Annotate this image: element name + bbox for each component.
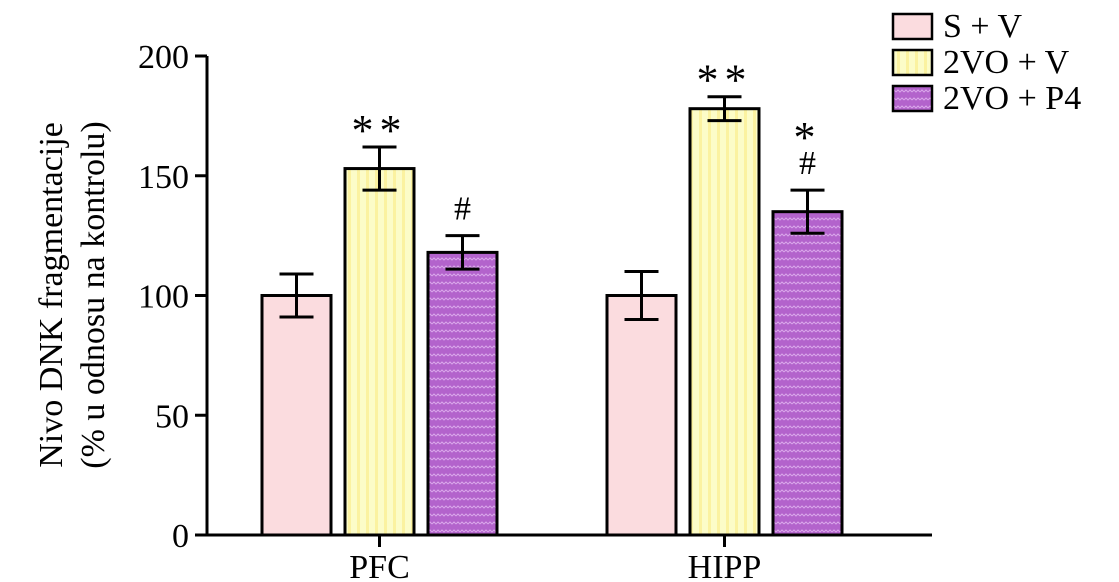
significance-annotation: ** [697,56,753,105]
x-axis: PFC HIPP [205,533,932,582]
significance-annotation: * [794,113,822,162]
legend-swatch [891,48,934,77]
bar [343,167,416,537]
y-tick-label: 0 [172,518,189,555]
error-bars-group [279,95,825,321]
error-bar [362,145,397,192]
significance-annotation: # [799,145,816,182]
legend-item: 2VO + P4 [891,80,1081,117]
legend-swatch [891,12,934,41]
x-tick-label: HIPP [688,549,762,582]
y-axis-label-line1: Nivo DNK fragmentacije [33,122,70,468]
legend-label: 2VO + V [943,44,1070,81]
bars-group [260,107,844,537]
legend-item: 2VO + V [891,44,1070,81]
y-axis: 0 50 100 150 200 [138,39,209,555]
error-bar [707,95,742,123]
y-tick-label: 50 [155,398,189,435]
annotations-group: **#***# [352,56,822,228]
y-tick-label: 200 [138,39,189,76]
bar [605,294,678,537]
legend-item: S + V [891,8,1022,45]
y-axis-label-line2: (% u odnosu na kontrolu) [75,121,112,469]
legend-swatch [891,84,934,113]
legend-label: 2VO + P4 [943,80,1081,117]
error-bar [445,234,480,271]
bar [688,107,761,537]
bar [426,250,499,537]
legend-label: S + V [943,8,1022,45]
y-axis-title: Nivo DNK fragmentacije (% u odnosu na ko… [33,121,112,469]
bar [771,210,844,537]
x-tick-label: PFC [349,549,410,582]
error-bar [624,270,659,321]
significance-annotation: ** [352,106,408,155]
error-bar [279,272,314,319]
error-bar [790,188,825,235]
y-tick-label: 100 [138,279,189,316]
bar [260,294,333,537]
y-tick-label: 150 [138,159,189,196]
significance-annotation: # [454,191,471,228]
